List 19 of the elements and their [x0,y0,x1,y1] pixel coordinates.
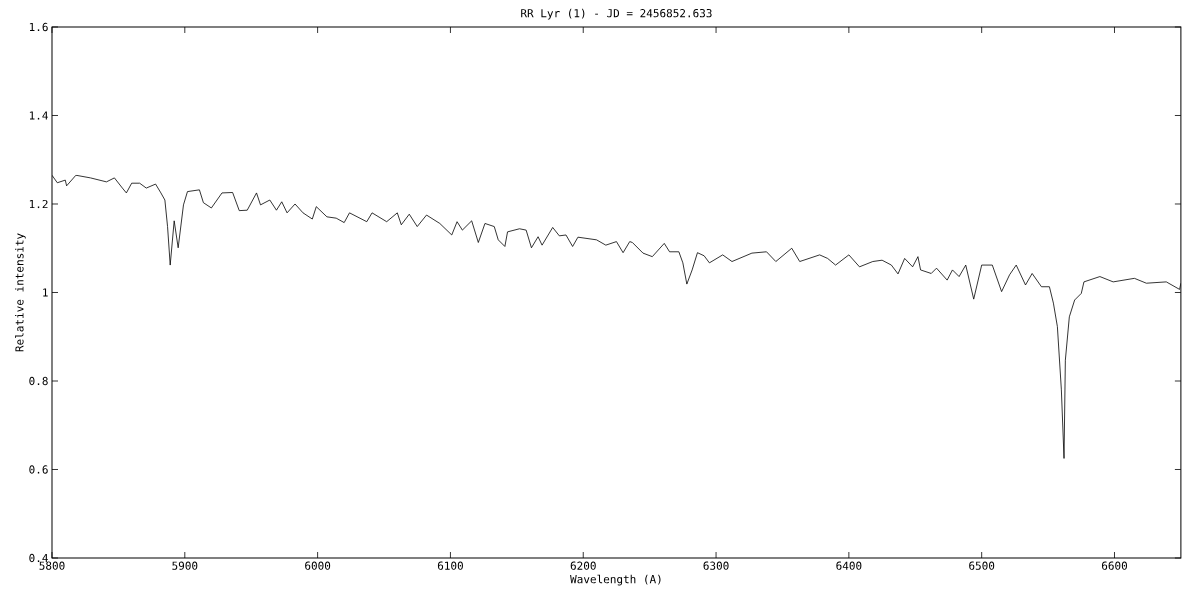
y-tick-label: 1.4 [29,111,48,120]
y-tick-label: 0.6 [29,465,48,474]
x-axis-title: Wavelength (A) [570,574,661,586]
y-tick-label: 0.8 [29,376,48,386]
x-tick-label: 6500 [969,561,995,570]
y-tick-label: 1 [43,288,48,297]
x-tick-label: 6100 [437,561,463,570]
chart-title: RR Lyr (1) - JD = 2456852.633 [521,8,712,20]
y-tick-label: 0.4 [29,553,48,563]
x-tick-label: 6000 [305,561,331,570]
y-tick-label: 1.6 [29,22,48,32]
x-tick-label: 6400 [836,561,862,570]
x-tick-label: 5800 [39,561,65,570]
x-tick-label: 6300 [703,561,729,570]
x-tick-label: 6600 [1101,561,1128,570]
y-axis-title: Relative intensity [15,233,26,352]
x-tick-label: 5900 [172,561,198,570]
y-tick-label: 1.2 [29,199,48,209]
x-tick-label: 6200 [570,561,596,570]
